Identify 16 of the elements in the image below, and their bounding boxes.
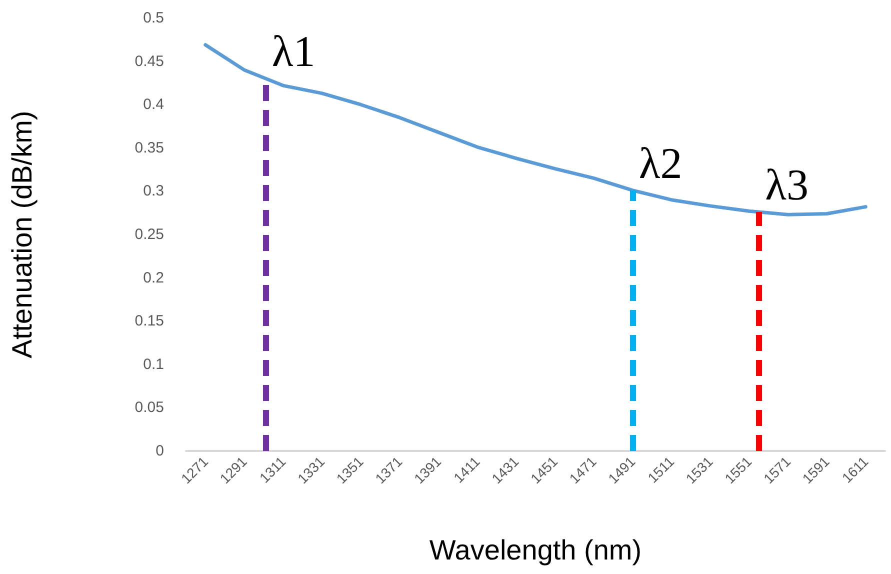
ref-line-label: λ3 [765, 160, 808, 210]
y-tick-label: 0.05 [134, 399, 164, 416]
ref-line-label: λ2 [638, 138, 682, 188]
y-tick-label: 0.25 [134, 226, 164, 243]
ref-line-label: λ1 [272, 27, 316, 76]
y-tick-label: 0.15 [134, 312, 164, 330]
y-axis-title: Attenuation (dB/km) [6, 110, 38, 358]
y-tick-label: 0.1 [143, 356, 164, 373]
x-axis-title: Wavelength (nm) [429, 534, 642, 566]
y-tick-label: 0 [156, 442, 164, 460]
y-tick-label: 0.45 [134, 52, 164, 70]
y-tick-label: 0.4 [143, 96, 164, 114]
y-tick-label: 0.35 [134, 139, 164, 156]
y-tick-label: 0.2 [143, 269, 164, 286]
y-tick-label: 0.3 [143, 182, 164, 200]
y-tick-label: 0.5 [143, 10, 164, 26]
